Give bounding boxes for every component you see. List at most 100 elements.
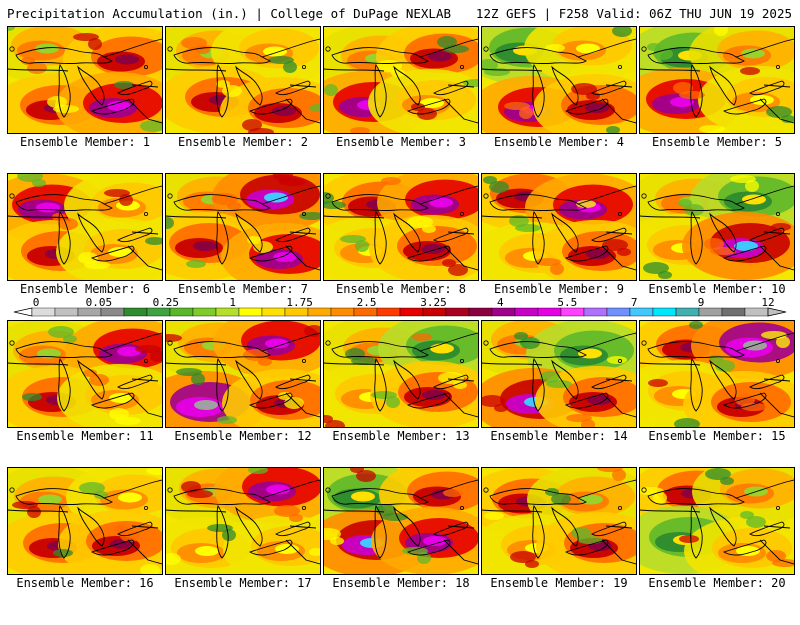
precip-field-speckle xyxy=(545,44,565,52)
precip-field-speckle xyxy=(191,373,205,385)
precip-field-speckle xyxy=(606,126,620,133)
precip-field-speckle xyxy=(104,189,130,197)
ensemble-panel: Ensemble Member: 9 xyxy=(481,173,637,331)
ensemble-member-label: Ensemble Member: 11 xyxy=(16,429,154,443)
precip-field-speckle xyxy=(247,236,261,244)
great-lakes-outline xyxy=(640,479,794,565)
precip-field-zone xyxy=(108,247,132,257)
coastline-marker xyxy=(325,487,331,493)
precip-field-speckle xyxy=(73,33,99,41)
precip-field-speckle xyxy=(27,62,47,74)
precip-field-speckle xyxy=(274,505,300,517)
precip-field-speckle xyxy=(417,108,437,120)
ensemble-panel: Ensemble Member: 16 xyxy=(7,467,163,625)
precip-field-speckle xyxy=(648,379,668,387)
coastline-marker xyxy=(641,46,647,52)
header-valid-time: 12Z GEFS | F258 Valid: 06Z THU JUN 19 20… xyxy=(475,6,792,21)
precip-field-zone xyxy=(741,48,765,59)
coastline-marker xyxy=(9,46,15,52)
precip-field-speckle xyxy=(745,180,759,192)
precip-field-speckle xyxy=(119,194,133,206)
coastline-marker xyxy=(143,212,148,217)
colorbar-segment xyxy=(215,307,240,317)
precip-map xyxy=(481,320,637,428)
ensemble-panel: Ensemble Member: 7 xyxy=(165,173,321,331)
colorbar-segment xyxy=(537,307,562,317)
ensemble-panel: Ensemble Member: 1 xyxy=(7,26,163,184)
colorbar-segment xyxy=(744,307,769,317)
precip-field-speckle xyxy=(278,392,292,400)
ensemble-panel: Ensemble Member: 18 xyxy=(323,467,479,625)
precip-field-speckle xyxy=(58,218,78,230)
great-lakes-outline xyxy=(482,479,636,565)
precip-field-zone xyxy=(428,51,452,62)
ensemble-panel: Ensemble Member: 11 xyxy=(7,320,163,478)
precip-field-speckle xyxy=(350,468,364,473)
colorbar-segment xyxy=(169,307,194,317)
colorbar-segment xyxy=(376,307,401,317)
coastline-marker xyxy=(325,340,331,346)
colorbar-segment xyxy=(422,307,447,317)
precip-field-speckle xyxy=(448,264,468,276)
precip-field-speckle xyxy=(514,332,528,340)
precip-field-speckle xyxy=(48,326,74,338)
precip-field-speckle xyxy=(704,238,724,250)
precip-field-zone xyxy=(194,400,218,410)
precip-field-zone xyxy=(37,348,61,359)
precip-field-speckle xyxy=(509,215,529,227)
ensemble-member-label: Ensemble Member: 12 xyxy=(174,429,312,443)
precip-field-zone xyxy=(265,338,289,349)
precip-field-speckle xyxy=(407,216,433,228)
precip-map xyxy=(639,467,795,575)
ensemble-member-label: Ensemble Member: 8 xyxy=(335,282,467,296)
great-lakes-outline xyxy=(324,479,478,565)
precip-map xyxy=(165,173,321,281)
precip-field-speckle xyxy=(12,501,38,509)
precip-field-speckle xyxy=(283,61,297,73)
colorbar-segment xyxy=(261,307,286,317)
precip-map xyxy=(323,320,479,428)
coastline-marker xyxy=(9,340,15,346)
precip-map xyxy=(639,173,795,281)
precip-field-speckle xyxy=(309,104,320,112)
precip-field-speckle xyxy=(17,174,43,182)
coastline-marker xyxy=(167,340,173,346)
precip-field-speckle xyxy=(438,372,464,384)
precip-field-zone xyxy=(38,494,62,505)
precip-field-zone xyxy=(734,241,758,251)
ensemble-panel: Ensemble Member: 10 xyxy=(639,173,795,331)
precip-field-speckle xyxy=(402,547,428,555)
precip-field-speckle xyxy=(715,360,735,372)
precip-field-speckle xyxy=(612,27,632,37)
colorbar-segment xyxy=(468,307,493,317)
precip-map xyxy=(165,320,321,428)
ensemble-member-label: Ensemble Member: 9 xyxy=(493,282,625,296)
colorbar-tick-label: 0.05 xyxy=(86,296,113,309)
precip-field-speckle xyxy=(730,175,756,183)
ensemble-panel: Ensemble Member: 2 xyxy=(165,26,321,184)
precip-field-zone xyxy=(263,46,287,57)
precip-field-zone xyxy=(576,43,600,54)
ensemble-member-label: Ensemble Member: 10 xyxy=(648,282,786,296)
precip-field-zone xyxy=(273,252,297,262)
precip-field-speckle xyxy=(146,468,162,475)
coastline-marker xyxy=(459,359,464,364)
coastline-marker xyxy=(459,506,464,511)
precip-field-zone xyxy=(742,194,766,205)
precip-field-speckle xyxy=(186,260,206,268)
precip-field-speckle xyxy=(8,27,15,31)
precip-field-speckle xyxy=(376,504,396,516)
precip-field-speckle xyxy=(504,102,530,110)
precip-field-speckle xyxy=(643,262,669,274)
precip-field-speckle xyxy=(482,395,505,407)
ensemble-member-label: Ensemble Member: 13 xyxy=(332,429,470,443)
colorbar-segment xyxy=(445,307,470,317)
precip-field-zone xyxy=(429,197,453,208)
great-lakes-outline xyxy=(8,479,162,565)
precip-field-speckle xyxy=(540,371,560,383)
precip-field-speckle xyxy=(437,36,457,48)
precip-field-speckle xyxy=(273,174,293,181)
precip-field-speckle xyxy=(299,212,320,220)
coastline-marker xyxy=(301,359,306,364)
colorbar-segment xyxy=(54,307,79,317)
